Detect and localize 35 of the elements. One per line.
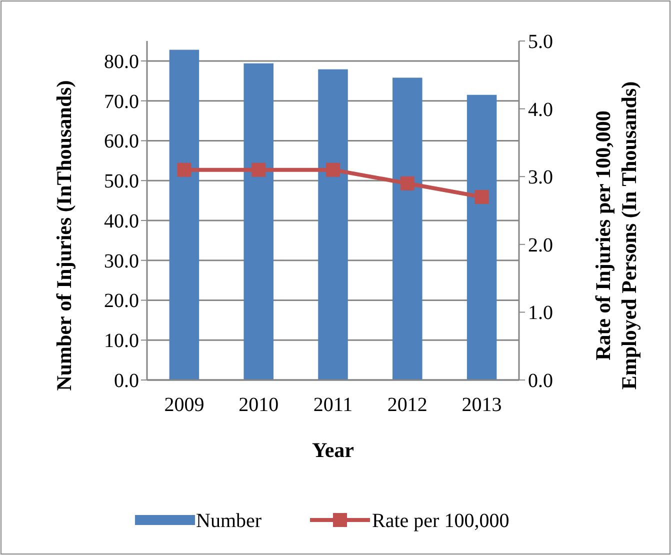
y2-tick-label: 3.0 [528, 166, 553, 189]
y2-tick-label: 5.0 [528, 31, 553, 53]
point [400, 176, 414, 190]
point [177, 162, 192, 177]
y-tick-label: 10.0 [104, 330, 139, 352]
x-tick-label: 2009 [164, 394, 204, 416]
y-tick-label: 60.0 [104, 130, 139, 153]
bar [169, 50, 200, 380]
y-tick-label: 50.0 [104, 170, 139, 193]
bar [318, 69, 348, 380]
y2-tick-label: 0.0 [528, 370, 553, 392]
y-tick-label: 0.0 [114, 370, 139, 392]
y-tick-label: 40.0 [104, 210, 139, 232]
legend-label: Number [196, 510, 262, 532]
bar [466, 94, 497, 380]
y2-tick-label: 1.0 [528, 302, 553, 324]
y2-tick-label: 4.0 [528, 98, 553, 121]
y-axis-title: Number of Injuries (InThousands) [52, 80, 76, 391]
point [252, 162, 266, 177]
y-tick-label: 30.0 [104, 250, 139, 272]
legend-label: Rate per 100,000 [372, 510, 510, 532]
x-tick-label: 2010 [238, 394, 279, 416]
bar [392, 78, 422, 380]
x-axis-title: Year [312, 438, 354, 462]
x-tick-label: 2012 [387, 394, 428, 416]
y-tick-label: 80.0 [104, 50, 139, 73]
point [326, 162, 340, 177]
y2-axis-title: Rate of Injuries per 100,000 Employed Persons (In Thousands) [591, 81, 641, 390]
y-tick-label: 70.0 [104, 90, 139, 113]
x-tick-label: 2013 [462, 394, 502, 416]
x-tick-label: 2011 [313, 394, 353, 416]
bar [244, 63, 274, 380]
y-tick-label: 20.0 [104, 290, 139, 312]
point [474, 190, 489, 204]
y2-tick-label: 2.0 [528, 234, 553, 256]
